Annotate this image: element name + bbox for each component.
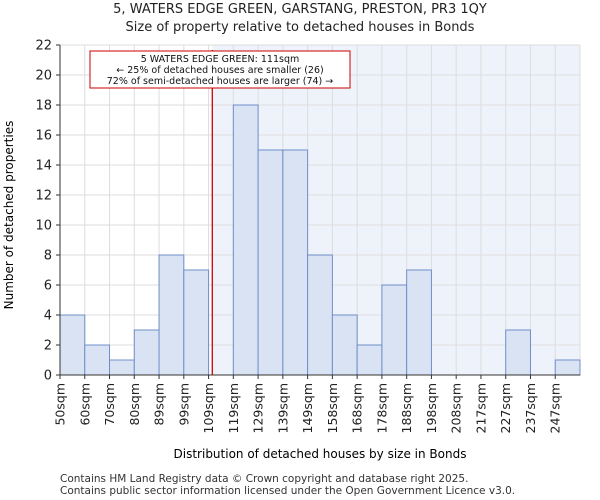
y-tick-label: 4: [44, 309, 52, 324]
x-tick-label: 99sqm: [176, 383, 191, 426]
bar-158sqm: [331, 314, 358, 376]
y-tick-label: 18: [35, 99, 52, 114]
bar-247sqm: [554, 359, 581, 376]
y-tick-label: 16: [35, 129, 52, 144]
annotation-line: ← 25% of detached houses are smaller (26…: [116, 65, 323, 76]
y-tick-label: 2: [44, 339, 52, 354]
y-tick-label: 22: [35, 39, 52, 54]
annotation-line: 5 WATERS EDGE GREEN: 111sqm: [141, 54, 300, 65]
bar-50sqm: [59, 314, 86, 376]
annotation-line: 72% of semi-detached houses are larger (…: [107, 76, 334, 87]
chart-title: 5, WATERS EDGE GREEN, GARSTANG, PRESTON,…: [113, 2, 487, 17]
bar-99sqm: [183, 269, 210, 376]
y-tick-label: 6: [44, 279, 52, 294]
y-tick-label: 8: [44, 249, 52, 264]
x-tick-label: 89sqm: [152, 383, 167, 426]
x-tick-label: 237sqm: [523, 383, 538, 433]
bar-188sqm: [406, 269, 432, 376]
y-axis-label: Number of detached properties: [2, 121, 16, 310]
x-tick-label: 50sqm: [53, 383, 68, 426]
bar-70sqm: [109, 359, 135, 376]
bar-227sqm: [505, 329, 531, 376]
bar-168sqm: [356, 344, 383, 376]
x-tick-label: 227sqm: [498, 383, 513, 433]
x-tick-label: 188sqm: [399, 383, 414, 433]
bar-178sqm: [381, 284, 408, 376]
bar-119sqm: [232, 104, 259, 376]
y-tick-label: 0: [44, 369, 52, 384]
x-tick-label: 217sqm: [473, 383, 488, 433]
bar-149sqm: [307, 254, 333, 376]
y-tick-label: 14: [35, 159, 52, 174]
x-tick-label: 139sqm: [275, 383, 290, 433]
bar-80sqm: [133, 329, 160, 376]
bar-129sqm: [257, 149, 284, 376]
chart-subtitle: Size of property relative to detached ho…: [125, 20, 475, 35]
footer-line-2: Contains public sector information licen…: [60, 485, 516, 497]
x-tick-label: 208sqm: [449, 383, 464, 433]
annotation-box: [89, 50, 351, 89]
x-tick-label: 168sqm: [350, 383, 365, 433]
x-tick-label: 60sqm: [77, 383, 92, 426]
bar-60sqm: [84, 344, 111, 376]
bar-139sqm: [282, 149, 309, 376]
x-tick-label: 80sqm: [127, 383, 142, 426]
y-tick-label: 10: [35, 219, 52, 234]
x-tick-label: 158sqm: [325, 383, 340, 433]
x-axis-label: Distribution of detached houses by size …: [174, 447, 467, 461]
y-tick-label: 12: [35, 189, 52, 204]
x-tick-label: 178sqm: [374, 383, 389, 433]
x-tick-label: 109sqm: [201, 383, 216, 433]
y-tick-label: 20: [35, 69, 52, 84]
footer-line-1: Contains HM Land Registry data © Crown c…: [60, 473, 469, 485]
x-tick-label: 149sqm: [300, 383, 315, 433]
x-tick-label: 247sqm: [548, 383, 563, 433]
x-tick-label: 70sqm: [102, 383, 117, 426]
bar-89sqm: [158, 254, 185, 376]
x-tick-label: 119sqm: [226, 383, 241, 433]
x-tick-label: 129sqm: [251, 383, 266, 433]
x-tick-label: 198sqm: [424, 383, 439, 433]
